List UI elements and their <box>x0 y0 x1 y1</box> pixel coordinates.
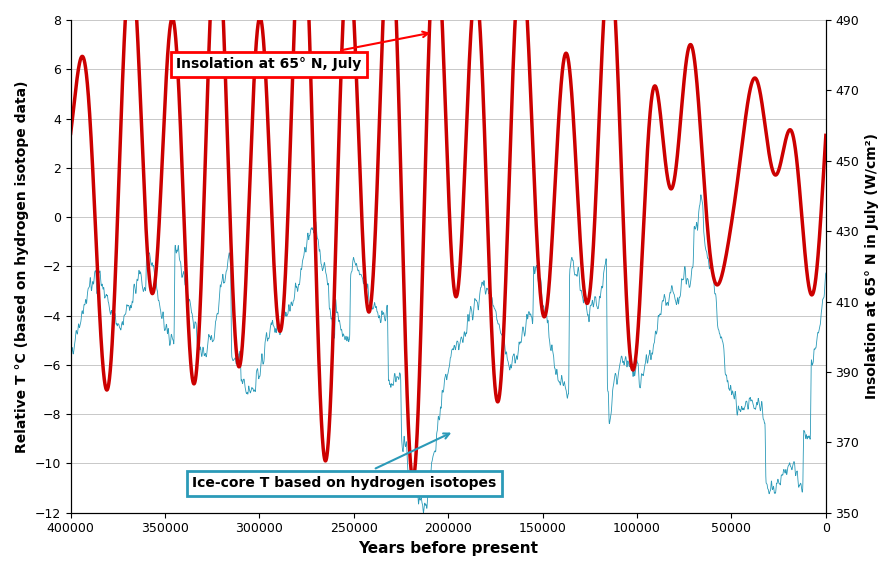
X-axis label: Years before present: Years before present <box>358 541 538 556</box>
Y-axis label: Relative T °C (based on hydrogen isotope data): Relative T °C (based on hydrogen isotope… <box>15 80 29 453</box>
Y-axis label: Insolation at 65° N in July (W/cm²): Insolation at 65° N in July (W/cm²) <box>865 134 879 399</box>
Text: Ice-core T based on hydrogen isotopes: Ice-core T based on hydrogen isotopes <box>192 433 496 490</box>
Text: Insolation at 65° N, July: Insolation at 65° N, July <box>176 31 428 71</box>
